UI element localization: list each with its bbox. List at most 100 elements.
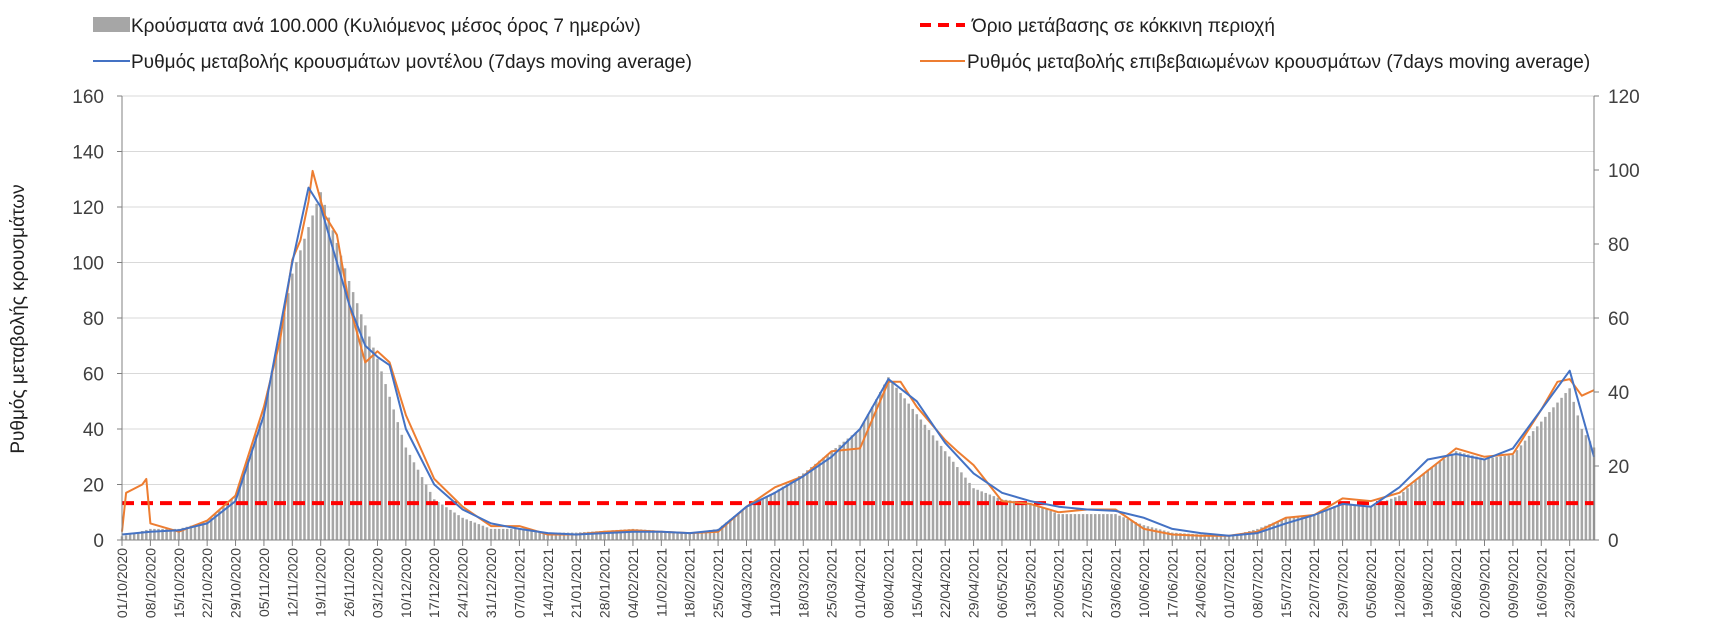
bar bbox=[1312, 514, 1316, 540]
bar bbox=[441, 504, 444, 540]
bar bbox=[449, 509, 452, 540]
bar bbox=[505, 528, 509, 540]
bar bbox=[278, 332, 282, 540]
bar bbox=[1020, 501, 1024, 540]
bar bbox=[639, 529, 643, 540]
bar bbox=[1004, 499, 1008, 540]
bar bbox=[303, 238, 306, 540]
bar bbox=[291, 273, 294, 540]
bar bbox=[177, 528, 181, 540]
bar bbox=[1487, 458, 1490, 540]
bar bbox=[1353, 504, 1357, 540]
bar bbox=[668, 531, 671, 540]
bar bbox=[1000, 499, 1004, 540]
bar bbox=[1572, 401, 1575, 540]
bar bbox=[1252, 529, 1255, 540]
x-tick-label: 23/09/2021 bbox=[1562, 548, 1578, 618]
bar bbox=[688, 532, 691, 540]
bar bbox=[124, 535, 128, 540]
bar bbox=[757, 500, 760, 540]
y-tick-label-left: 0 bbox=[93, 531, 104, 552]
bar bbox=[392, 409, 395, 540]
x-tick-label: 26/08/2021 bbox=[1448, 548, 1464, 618]
y-tick-label-left: 140 bbox=[72, 143, 104, 164]
x-tick-label: 03/06/2021 bbox=[1107, 548, 1123, 618]
bar bbox=[384, 384, 387, 540]
bar bbox=[651, 530, 655, 540]
bar bbox=[587, 531, 590, 540]
bar bbox=[1540, 421, 1543, 540]
y-tick-label-right: 80 bbox=[1608, 235, 1629, 256]
bar bbox=[850, 435, 854, 540]
bar bbox=[1337, 504, 1340, 540]
bar bbox=[1385, 500, 1389, 540]
legend: Κρούσματα ανά 100.000 (Κυλιόμενος μέσος … bbox=[93, 16, 1590, 73]
bar bbox=[1150, 527, 1154, 540]
x-tick-label: 12/08/2021 bbox=[1391, 548, 1407, 618]
bar bbox=[1325, 509, 1328, 540]
bar bbox=[1450, 453, 1454, 540]
bar bbox=[510, 528, 513, 540]
bar bbox=[1422, 473, 1425, 540]
x-tick-label: 19/11/2020 bbox=[313, 548, 329, 617]
bar bbox=[1203, 534, 1206, 540]
bar bbox=[1114, 514, 1117, 540]
bar bbox=[1272, 522, 1275, 540]
bar bbox=[473, 522, 477, 540]
bar bbox=[554, 532, 558, 540]
bar bbox=[453, 512, 456, 540]
bar bbox=[1462, 453, 1466, 540]
bar bbox=[976, 489, 979, 540]
bar bbox=[432, 499, 436, 540]
bar bbox=[1118, 515, 1121, 540]
bar bbox=[1296, 516, 1300, 540]
bar bbox=[1329, 507, 1332, 540]
bar bbox=[777, 489, 781, 540]
bar bbox=[1535, 426, 1539, 540]
x-tick-label: 01/10/2020 bbox=[114, 548, 130, 618]
x-tick-label: 29/04/2021 bbox=[966, 548, 982, 618]
bar bbox=[1154, 528, 1158, 540]
bar bbox=[319, 192, 322, 540]
bar bbox=[1475, 456, 1478, 540]
bar bbox=[1102, 514, 1105, 540]
bar bbox=[351, 292, 355, 540]
bar bbox=[1195, 534, 1198, 540]
bar bbox=[1507, 455, 1511, 540]
bar bbox=[1333, 506, 1336, 540]
bar bbox=[132, 533, 136, 540]
bar bbox=[250, 446, 254, 540]
y-tick-label-left: 20 bbox=[83, 476, 104, 497]
bar bbox=[692, 532, 696, 540]
legend-swatch-bars bbox=[93, 17, 130, 32]
bar bbox=[420, 477, 424, 540]
bar bbox=[704, 530, 708, 540]
bar bbox=[497, 528, 501, 540]
bar bbox=[964, 477, 967, 540]
y-tick-label-right: 0 bbox=[1608, 531, 1619, 552]
bar bbox=[1454, 451, 1458, 540]
bar bbox=[214, 514, 217, 540]
bar bbox=[1365, 506, 1369, 540]
bar bbox=[457, 515, 460, 540]
y-tick-label-left: 80 bbox=[83, 309, 104, 330]
bar bbox=[1061, 514, 1065, 540]
x-tick-label: 26/11/2020 bbox=[341, 548, 357, 617]
x-tick-label: 24/12/2020 bbox=[455, 548, 471, 618]
bar bbox=[656, 530, 659, 540]
bar bbox=[806, 470, 809, 540]
bar bbox=[424, 484, 428, 540]
bar bbox=[899, 393, 902, 540]
bar bbox=[222, 506, 225, 540]
bar bbox=[765, 496, 769, 540]
bar bbox=[1552, 407, 1555, 540]
bar bbox=[789, 481, 793, 540]
bar bbox=[1012, 500, 1016, 540]
bar bbox=[396, 422, 400, 540]
bar bbox=[615, 529, 618, 540]
bar bbox=[1073, 514, 1077, 540]
bar bbox=[550, 532, 554, 540]
bar bbox=[1479, 457, 1482, 540]
bar bbox=[1515, 450, 1519, 540]
bar bbox=[785, 483, 789, 540]
